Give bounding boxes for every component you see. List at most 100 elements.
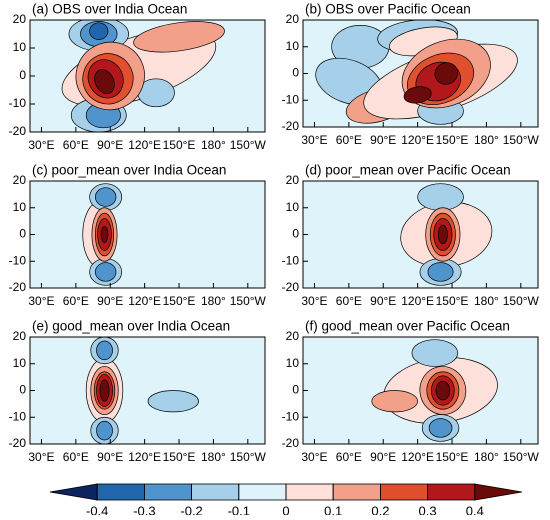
x-tick-label: 150°W <box>230 294 267 308</box>
contour-field <box>30 20 265 132</box>
x-tick-label: 180° <box>474 133 499 147</box>
x-tick-label: 150°W <box>503 450 540 464</box>
colorbar-label: -0.1 <box>228 503 250 515</box>
contour-field <box>303 181 538 288</box>
x-tick-label: 60°E <box>63 450 89 464</box>
colorbar-box <box>238 483 287 501</box>
y-tick-label: 0 <box>292 383 299 397</box>
contour-region <box>437 224 448 245</box>
x-tick-label: 30°E <box>28 450 54 464</box>
y-tick-label: 0 <box>19 383 26 397</box>
y-tick-label: -10 <box>9 96 27 110</box>
x-tick-label: 120°E <box>128 294 161 308</box>
colorbar-label: 0.3 <box>419 503 437 515</box>
colorbar-label: 0.1 <box>324 503 342 515</box>
y-tick-label: -20 <box>282 119 300 133</box>
x-tick-label: 120°E <box>401 450 434 464</box>
x-tick-label: 30°E <box>301 450 327 464</box>
x-tick-label: 180° <box>474 294 499 308</box>
x-tick-label: 150°E <box>163 450 196 464</box>
y-tick-label: 0 <box>19 227 26 241</box>
contour-region <box>94 69 115 95</box>
x-tick-label: 150°W <box>230 138 267 152</box>
x-tick-label: 90°E <box>97 450 123 464</box>
background <box>30 337 265 444</box>
y-tick-label: 10 <box>13 356 27 370</box>
x-tick-label: 150°E <box>163 138 196 152</box>
background <box>30 181 265 288</box>
colorbar-box <box>332 483 381 501</box>
x-tick-label: 90°E <box>370 294 396 308</box>
y-tick-label: 20 <box>286 12 300 26</box>
contour-region <box>435 380 451 401</box>
y-tick-label: 0 <box>19 68 26 82</box>
panel-title: (a) OBS over India Ocean <box>32 2 187 17</box>
panel-title: (f) good_mean over Pacific Ocean <box>305 319 510 334</box>
colorbar-label: -0.4 <box>86 503 108 515</box>
contour-region <box>147 390 199 413</box>
x-tick-label: 120°E <box>128 138 161 152</box>
y-tick-label: 20 <box>286 329 300 343</box>
colorbar-box <box>379 483 428 501</box>
y-tick-label: 10 <box>286 356 300 370</box>
x-tick-label: 60°E <box>63 294 89 308</box>
x-tick-label: 60°E <box>63 138 89 152</box>
x-tick-label: 180° <box>201 138 226 152</box>
contour-region <box>96 340 113 361</box>
y-tick-label: -20 <box>9 124 27 138</box>
panel-title: (b) OBS over Pacific Ocean <box>305 2 471 17</box>
contour-region <box>94 262 117 282</box>
y-tick-label: 0 <box>292 227 299 241</box>
x-tick-label: 90°E <box>370 450 396 464</box>
x-tick-label: 30°E <box>301 294 327 308</box>
x-tick-label: 150°E <box>163 294 196 308</box>
y-tick-label: -10 <box>9 253 27 267</box>
contour-region <box>427 262 454 282</box>
x-tick-label: 30°E <box>301 133 327 147</box>
x-tick-label: 90°E <box>370 133 396 147</box>
colorbar-label: 0.4 <box>466 503 484 515</box>
colorbar-label: -0.3 <box>133 503 155 515</box>
y-tick-label: 20 <box>13 173 27 187</box>
x-tick-label: 60°E <box>336 450 362 464</box>
y-tick-label: -10 <box>282 92 300 106</box>
colorbar-label: -0.2 <box>180 503 202 515</box>
colorbar-box <box>191 483 240 501</box>
x-tick-label: 150°E <box>436 133 469 147</box>
x-tick-label: 150°E <box>436 294 469 308</box>
y-tick-label: -20 <box>9 280 27 294</box>
y-tick-label: -10 <box>9 409 27 423</box>
y-tick-label: 10 <box>286 200 300 214</box>
x-tick-label: 120°E <box>401 294 434 308</box>
x-tick-label: 60°E <box>336 294 362 308</box>
contour-region <box>403 86 432 104</box>
contour-region <box>428 418 453 438</box>
colorbar-box <box>427 483 476 501</box>
x-tick-label: 180° <box>201 294 226 308</box>
y-tick-label: -20 <box>9 436 27 450</box>
y-tick-label: 10 <box>13 40 27 54</box>
x-tick-label: 150°W <box>503 294 540 308</box>
colorbar-box <box>143 483 192 501</box>
y-tick-label: -10 <box>282 409 300 423</box>
x-tick-label: 150°E <box>436 450 469 464</box>
colorbar-label: 0.2 <box>371 503 389 515</box>
x-tick-label: 60°E <box>336 133 362 147</box>
colorbar-end <box>474 483 523 501</box>
colorbar-box <box>96 483 145 501</box>
contour-region <box>434 62 459 85</box>
contour-field <box>303 337 538 444</box>
contour-region <box>94 187 117 207</box>
y-tick-label: 20 <box>13 12 27 26</box>
x-tick-label: 150°W <box>230 450 267 464</box>
x-tick-label: 30°E <box>28 138 54 152</box>
y-tick-label: 10 <box>286 39 300 53</box>
y-tick-label: 0 <box>292 66 299 80</box>
panel-title: (e) good_mean over India Ocean <box>32 319 230 334</box>
contour-region <box>133 21 225 53</box>
panel-title: (d) poor_mean over Pacific Ocean <box>305 163 511 178</box>
contour-field <box>30 181 265 288</box>
y-tick-label: 20 <box>13 329 27 343</box>
y-tick-label: -20 <box>282 280 300 294</box>
